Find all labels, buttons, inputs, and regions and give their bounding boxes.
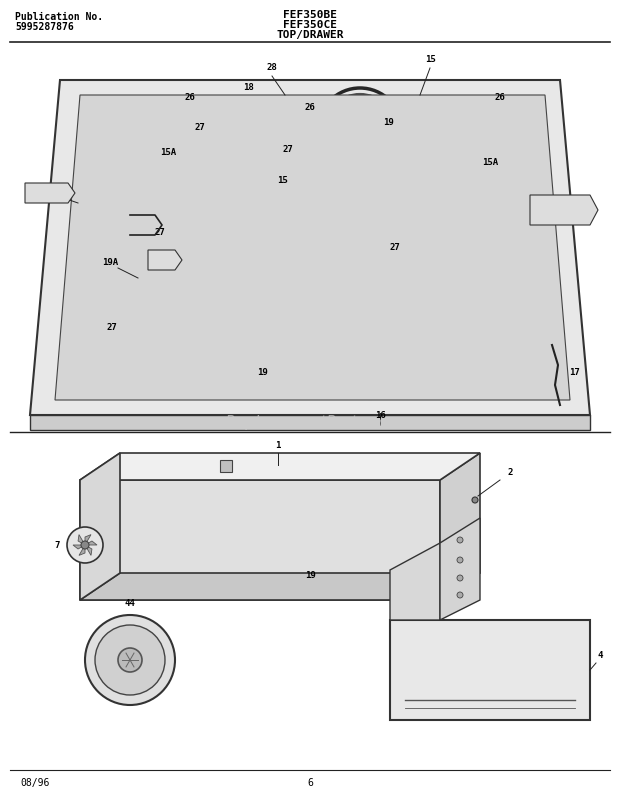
Circle shape	[347, 197, 393, 243]
Circle shape	[453, 214, 487, 247]
Text: 15: 15	[278, 176, 288, 185]
Polygon shape	[73, 545, 85, 549]
Circle shape	[469, 309, 511, 351]
Text: 18A: 18A	[547, 201, 563, 210]
Polygon shape	[30, 80, 590, 415]
Circle shape	[223, 333, 237, 347]
Polygon shape	[79, 545, 85, 555]
Text: 27: 27	[283, 145, 293, 154]
Circle shape	[356, 127, 363, 134]
Polygon shape	[80, 453, 120, 600]
Polygon shape	[78, 535, 85, 545]
Text: 27: 27	[389, 243, 401, 252]
Text: P20T0054: P20T0054	[526, 680, 580, 690]
Circle shape	[190, 233, 226, 267]
Circle shape	[356, 262, 363, 268]
Circle shape	[205, 315, 255, 365]
Text: 44: 44	[125, 599, 135, 608]
Text: 26: 26	[495, 93, 505, 102]
Text: 5995287876: 5995287876	[15, 22, 74, 32]
Circle shape	[351, 121, 369, 139]
Circle shape	[472, 497, 478, 503]
Polygon shape	[80, 573, 480, 600]
Polygon shape	[30, 415, 590, 430]
Circle shape	[212, 154, 224, 166]
Text: 19: 19	[383, 118, 393, 127]
Text: 18: 18	[242, 83, 254, 92]
Text: 19: 19	[304, 571, 316, 580]
Circle shape	[457, 592, 463, 598]
Bar	[220, 460, 232, 472]
Text: 27: 27	[154, 228, 166, 237]
Polygon shape	[80, 480, 440, 600]
Circle shape	[225, 245, 245, 265]
Text: FEF350CE: FEF350CE	[283, 20, 337, 30]
Text: 19A: 19A	[102, 258, 118, 267]
Polygon shape	[390, 620, 590, 720]
Circle shape	[220, 240, 250, 270]
Circle shape	[484, 324, 496, 335]
Polygon shape	[80, 453, 480, 480]
Polygon shape	[440, 453, 480, 600]
Text: 27: 27	[195, 123, 205, 132]
Text: 4: 4	[597, 651, 603, 660]
Text: 26: 26	[304, 103, 316, 112]
Text: 28: 28	[267, 63, 277, 72]
Polygon shape	[85, 535, 91, 545]
Text: 08/96: 08/96	[20, 778, 50, 788]
Polygon shape	[530, 195, 598, 225]
Circle shape	[364, 214, 376, 226]
Polygon shape	[390, 543, 440, 620]
Text: 19: 19	[257, 368, 267, 377]
Text: 15: 15	[425, 55, 435, 64]
Circle shape	[363, 348, 376, 361]
Circle shape	[118, 648, 142, 672]
Circle shape	[457, 575, 463, 581]
Text: 17: 17	[570, 368, 580, 377]
Text: TOP/DRAWER: TOP/DRAWER	[277, 30, 343, 40]
Text: eReplacementParts.com: eReplacementParts.com	[216, 415, 404, 430]
Circle shape	[85, 615, 175, 705]
Circle shape	[457, 537, 463, 543]
Circle shape	[231, 251, 239, 259]
Polygon shape	[148, 250, 182, 270]
Polygon shape	[55, 95, 570, 400]
Circle shape	[457, 557, 463, 563]
Polygon shape	[440, 518, 480, 620]
Circle shape	[95, 625, 165, 695]
Text: 26: 26	[185, 93, 195, 102]
Text: 7: 7	[55, 540, 60, 550]
Circle shape	[466, 225, 474, 234]
Circle shape	[81, 541, 89, 549]
Circle shape	[465, 140, 475, 150]
Polygon shape	[25, 183, 75, 203]
Circle shape	[67, 527, 103, 563]
Text: 2: 2	[507, 468, 513, 477]
Circle shape	[346, 331, 394, 379]
Text: 27: 27	[107, 323, 117, 332]
Text: Publication No.: Publication No.	[15, 12, 103, 22]
Circle shape	[348, 253, 372, 277]
Polygon shape	[85, 545, 92, 555]
Text: 1: 1	[275, 441, 281, 450]
Circle shape	[203, 245, 213, 255]
Circle shape	[352, 257, 368, 273]
Circle shape	[347, 116, 373, 143]
Text: 16: 16	[374, 411, 386, 420]
Text: 15A: 15A	[482, 158, 498, 167]
Text: 6: 6	[307, 778, 313, 788]
Polygon shape	[85, 541, 97, 545]
Text: 15A: 15A	[160, 148, 176, 157]
Bar	[87, 534, 95, 542]
Text: FEF350BE: FEF350BE	[283, 10, 337, 20]
Text: 18A: 18A	[47, 183, 63, 192]
